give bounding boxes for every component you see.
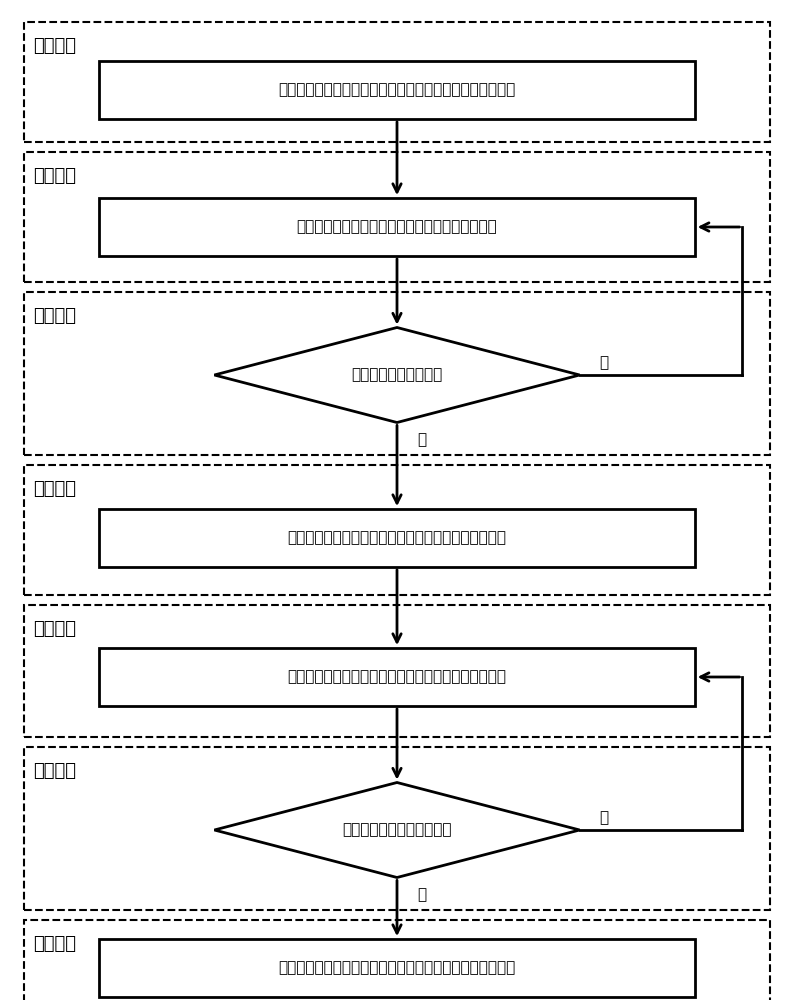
Text: 步骤一：: 步骤一： xyxy=(33,37,76,55)
Text: 是: 是 xyxy=(417,432,426,448)
Bar xyxy=(99,198,695,256)
Bar xyxy=(99,939,695,997)
Bar xyxy=(24,152,770,282)
Bar xyxy=(24,747,770,910)
Text: 步骤二：: 步骤二： xyxy=(33,167,76,185)
Text: 否: 否 xyxy=(599,356,608,370)
Bar xyxy=(24,920,770,1000)
Text: 按照加工工艺和材料属性要求设置相应的激光加工工艺参数: 按照加工工艺和材料属性要求设置相应的激光加工工艺参数 xyxy=(279,83,515,98)
Polygon shape xyxy=(214,328,580,422)
Text: 步骤四：: 步骤四： xyxy=(33,480,76,498)
Text: 步骤五：: 步骤五： xyxy=(33,620,76,638)
Bar xyxy=(24,605,770,737)
Text: 是: 是 xyxy=(417,888,426,902)
Text: 将靶材移动到下一加工位置并使激光束调整到初始加工设置: 将靶材移动到下一加工位置并使激光束调整到初始加工设置 xyxy=(279,960,515,976)
Bar xyxy=(99,61,695,119)
Text: 判断靶材是否形成通孔: 判断靶材是否形成通孔 xyxy=(352,367,442,382)
Bar xyxy=(99,509,695,567)
Bar xyxy=(24,465,770,595)
Text: 利用平顶型能量分布的激光束对微孔形貌进行修复加工: 利用平顶型能量分布的激光束对微孔形貌进行修复加工 xyxy=(287,670,507,684)
Bar xyxy=(24,22,770,142)
Bar xyxy=(99,648,695,706)
Polygon shape xyxy=(214,782,580,878)
Text: 否: 否 xyxy=(599,810,608,825)
Text: 将激光束的能量分布从高斯型分布转换成为平顶型分布: 将激光束的能量分布从高斯型分布转换成为平顶型分布 xyxy=(287,530,507,546)
Text: 利用高斯型能量分布的激光束对靶材进行穿孔加工: 利用高斯型能量分布的激光束对靶材进行穿孔加工 xyxy=(297,220,497,234)
Text: 步骤七：: 步骤七： xyxy=(33,935,76,953)
Text: 判断微孔是否满足形貌要求: 判断微孔是否满足形貌要求 xyxy=(342,822,452,838)
Bar xyxy=(24,292,770,455)
Text: 步骤六：: 步骤六： xyxy=(33,762,76,780)
Text: 步骤三：: 步骤三： xyxy=(33,307,76,325)
